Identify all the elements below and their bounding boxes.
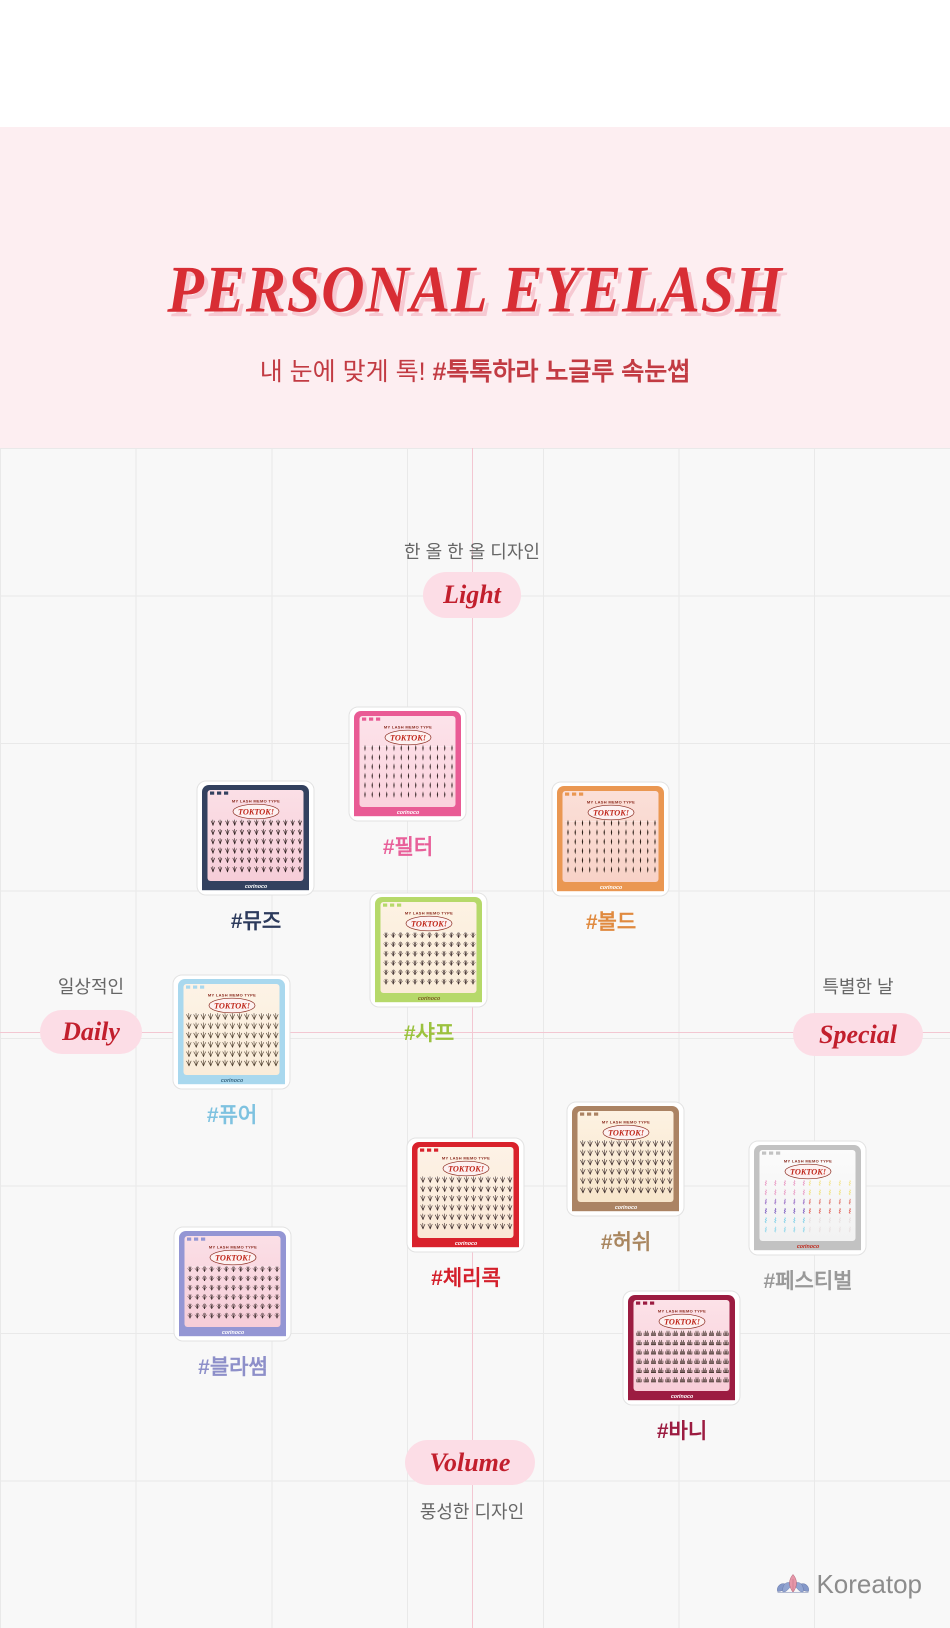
svg-text:corinoco: corinoco [418, 996, 441, 1002]
svg-text:corinoco: corinoco [797, 1244, 820, 1250]
svg-text:TOKTOK!: TOKTOK! [790, 1167, 826, 1176]
svg-text:TOKTOK!: TOKTOK! [448, 1164, 484, 1173]
svg-text:MY LASH MEMO TYPE: MY LASH MEMO TYPE [405, 911, 453, 916]
svg-text:MY LASH MEMO TYPE: MY LASH MEMO TYPE [442, 1156, 490, 1161]
svg-text:MY LASH MEMO TYPE: MY LASH MEMO TYPE [232, 799, 280, 804]
svg-text:TOKTOK!: TOKTOK! [390, 733, 426, 742]
svg-text:MY LASH MEMO TYPE: MY LASH MEMO TYPE [658, 1309, 706, 1314]
svg-text:MY LASH MEMO TYPE: MY LASH MEMO TYPE [784, 1159, 832, 1164]
svg-text:TOKTOK!: TOKTOK! [593, 808, 629, 817]
svg-text:TOKTOK!: TOKTOK! [214, 1001, 250, 1010]
svg-text:TOKTOK!: TOKTOK! [411, 919, 447, 928]
svg-text:corinoco: corinoco [397, 810, 420, 816]
svg-text:MY LASH MEMO TYPE: MY LASH MEMO TYPE [602, 1120, 650, 1125]
svg-text:corinoco: corinoco [455, 1241, 478, 1247]
svg-text:corinoco: corinoco [615, 1205, 638, 1211]
svg-text:corinoco: corinoco [600, 885, 623, 891]
svg-text:corinoco: corinoco [245, 884, 268, 890]
svg-text:corinoco: corinoco [222, 1330, 245, 1336]
svg-text:TOKTOK!: TOKTOK! [238, 807, 274, 816]
svg-text:TOKTOK!: TOKTOK! [664, 1317, 700, 1326]
svg-text:MY LASH MEMO TYPE: MY LASH MEMO TYPE [587, 800, 635, 805]
svg-text:corinoco: corinoco [221, 1078, 244, 1084]
svg-text:corinoco: corinoco [671, 1394, 694, 1400]
svg-text:TOKTOK!: TOKTOK! [215, 1253, 251, 1262]
svg-text:TOKTOK!: TOKTOK! [608, 1128, 644, 1137]
svg-text:MY LASH MEMO TYPE: MY LASH MEMO TYPE [209, 1245, 257, 1250]
svg-text:MY LASH MEMO TYPE: MY LASH MEMO TYPE [384, 725, 432, 730]
svg-text:MY LASH MEMO TYPE: MY LASH MEMO TYPE [208, 993, 256, 998]
